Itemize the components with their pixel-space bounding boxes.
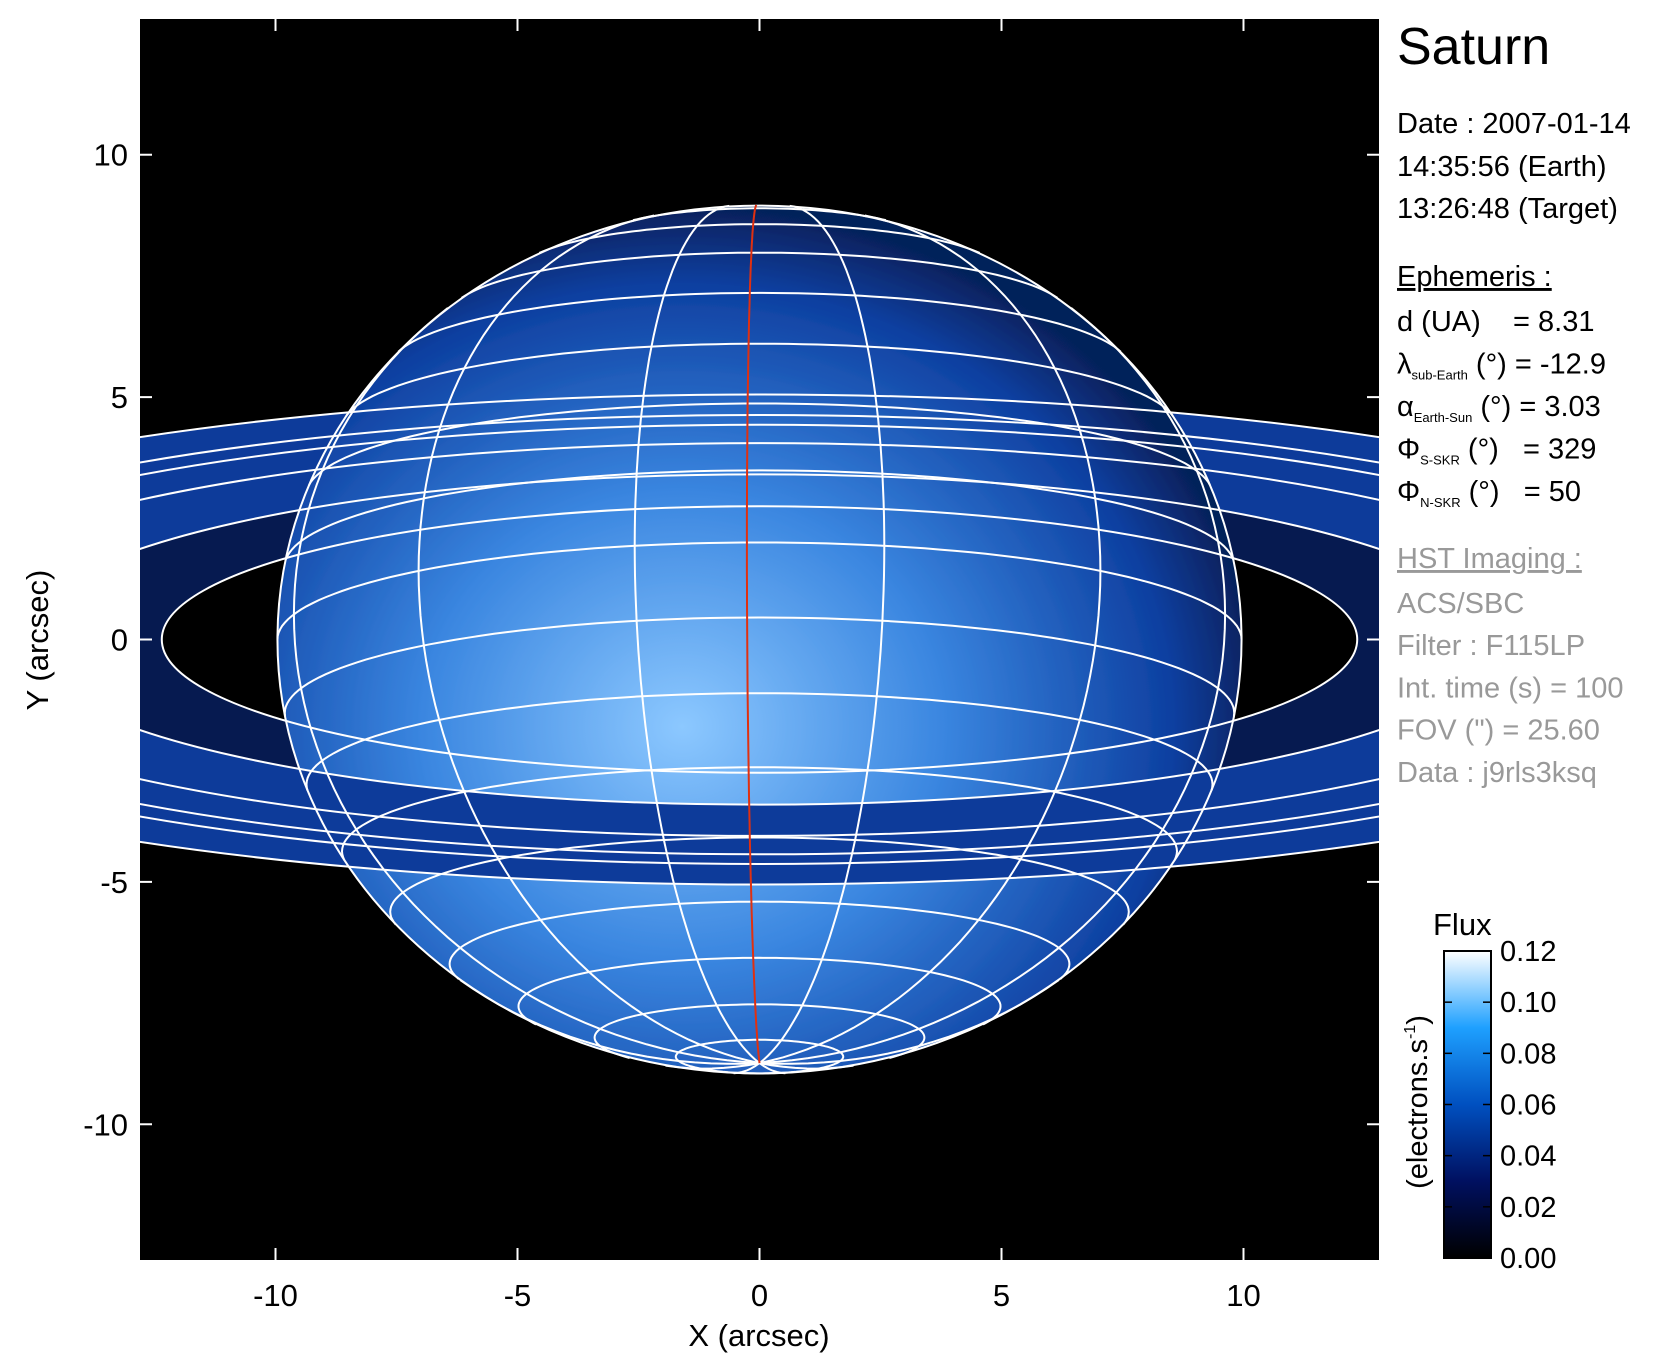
y-tick-label: 0 [111,623,128,658]
latitude-line [283,616,1236,717]
saturn-image [140,204,1379,1075]
meridian-line [633,204,761,1064]
latitude-line [674,1038,845,1075]
ephemeris-row: ΦN-SKR (°) = 50 [1397,476,1581,510]
axes: -10 -5 0 5 10 -10 -5 0 5 10 [83,19,1379,1313]
meridian-line [759,307,1227,1065]
colorbar-tick-label: 0.10 [1500,987,1556,1019]
meridian-line [292,307,760,1065]
y-tick-label: 10 [94,138,128,173]
x-tick-label: -5 [504,1278,532,1313]
ephemeris-row: αEarth-Sun (°) = 3.03 [1397,391,1601,425]
ephemeris-row: ΦS-SKR (°) = 329 [1397,434,1596,468]
ephemeris-symbol: Φ [1397,434,1420,466]
colorbar-tick-label: 0.12 [1500,936,1556,968]
x-tick-label: 5 [993,1278,1010,1313]
meridian-line [759,214,1102,1065]
latitude-line [308,402,1211,486]
latitude-line [461,251,1058,299]
ephemeris-value: (°) = 3.03 [1472,391,1600,423]
colorbar-tick-label: 0.02 [1500,1192,1556,1224]
y-tick-label: -10 [83,1107,128,1142]
ring-front [140,729,1379,885]
colorbar-tick-label: 0.00 [1500,1243,1556,1275]
y-tick-label: 5 [111,380,128,415]
latitude-line [276,541,1243,640]
imaging-row: FOV (") = 25.60 [1397,715,1600,747]
latitude-line [397,291,1122,353]
ephemeris-value: (°) = 329 [1460,434,1597,466]
imaging-row: ACS/SBC [1397,588,1524,620]
latitude-line [345,342,1174,417]
ring-outline [160,505,1359,774]
ephemeris-subscript: N-SKR [1420,495,1460,510]
colorbar-title: Flux [1433,907,1492,942]
imaging-row: Data : j9rls3ksq [1397,757,1597,789]
ephemeris-symbol: λ [1397,349,1412,381]
ring-outline [140,442,1379,837]
imaging-rows: ACS/SBC Filter : F115LP Int. time (s) = 10… [1397,588,1623,789]
colorbar-tick-label: 0.04 [1500,1141,1556,1173]
ephemeris-row: λsub-Earth (°) = -12.9 [1397,349,1606,383]
x-tick-label: 10 [1226,1278,1260,1313]
ephemeris-value: (°) = 50 [1461,476,1581,508]
y-axis-label: Y (arcsec) [20,570,55,711]
central-meridian-line [745,204,761,1064]
latitude-line [389,836,1130,926]
ephemeris-subscript: Earth-Sun [1414,410,1473,425]
x-tick-label: 0 [751,1278,768,1313]
meridian-line [758,204,886,1064]
ring-outline [140,393,1379,886]
imaging-row: Filter : F115LP [1397,630,1585,662]
planet-limb [276,204,1243,1075]
ephemeris-subscript: sub-Earth [1412,368,1468,383]
chart-title: Saturn [1397,18,1550,76]
x-tick-label: -10 [253,1278,298,1313]
info-time-target: 13:26:48 (Target) [1397,193,1618,225]
ephemeris-symbol: Φ [1397,476,1420,508]
latitude-line [305,692,1214,791]
ring-outline [140,423,1379,856]
ephemeris-subscript: S-SKR [1420,453,1460,468]
info-date: Date : 2007-01-14 [1397,108,1631,140]
meridian-line [417,214,760,1065]
ephemeris-row: d (UA) = 8.31 [1397,306,1594,338]
latitude-line [593,1003,926,1059]
info-time-earth: 14:35:56 (Earth) [1397,151,1607,183]
planet-disk [277,205,1242,1074]
colorbar-tick-label: 0.06 [1500,1090,1556,1122]
y-tick-label: -5 [100,865,128,900]
ephemeris-symbol: d (UA) [1397,306,1481,338]
ring-outline [140,473,1379,806]
colorbar-ticks: 0.00 0.02 0.04 0.06 0.08 0.10 0.12 [1444,936,1556,1275]
imaging-title: HST Imaging : [1397,543,1582,575]
ring-outline [140,414,1379,865]
latitude-line [284,469,1235,560]
latitude-line [448,900,1071,980]
ephemeris-value: = 8.31 [1481,306,1595,338]
colorbar-tick-label: 0.08 [1500,1038,1556,1070]
ephemeris-title: Ephemeris : [1397,261,1552,293]
ephemeris-symbol: α [1397,391,1414,423]
x-axis-label: X (arcsec) [688,1318,829,1353]
imaging-row: Int. time (s) = 100 [1397,672,1623,704]
ephemeris-value: (°) = -12.9 [1468,349,1606,381]
colorbar-label: (electrons.s-1) [1402,1015,1434,1189]
ephemeris-rows: d (UA) = 8.31 λsub-Earth (°) = -12.9 αEart… [1397,306,1606,510]
latitude-line [340,766,1179,861]
